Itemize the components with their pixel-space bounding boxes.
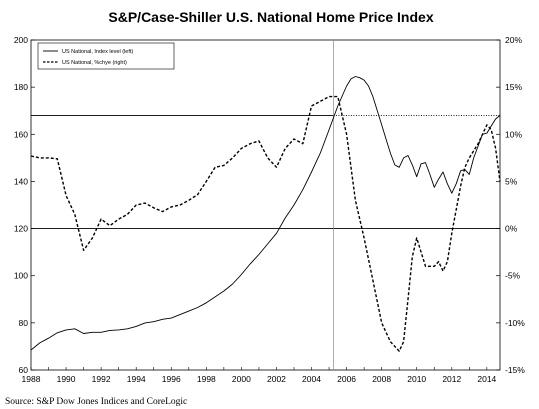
axes-group: 60 80 100 120 140 160 180 200 -15% -10% -5% 0% 5% 10%… (14, 35, 525, 384)
y-left-tick-label: 200 (14, 35, 28, 45)
x-tick-label: 2002 (267, 374, 286, 384)
legend: US National, Index level (left) US Natio… (37, 42, 175, 70)
y-left-tick-label: 120 (14, 224, 28, 234)
x-tick-label: 2006 (337, 374, 356, 384)
y-left-tick-label: 80 (19, 318, 29, 328)
reference-lines (31, 40, 500, 370)
x-tick-label: 1992 (92, 374, 111, 384)
x-tick-label: 2010 (407, 374, 426, 384)
x-tick-label: 2000 (232, 374, 251, 384)
plot-area (30, 39, 501, 371)
y-left-tick-label: 100 (14, 271, 28, 281)
y-right-tick-label: 15% (505, 82, 522, 92)
y-left-tick-label: 180 (14, 82, 28, 92)
y-right-tick-label: -5% (505, 271, 521, 281)
x-tick-label: 1994 (127, 374, 146, 384)
x-tick-label: 2012 (442, 374, 461, 384)
y-left-tick-label: 60 (19, 365, 29, 375)
x-tick-label: 1990 (57, 374, 76, 384)
legend-box (37, 42, 175, 70)
y-left-tick-label: 140 (14, 176, 28, 186)
x-tick-label: 2014 (477, 374, 496, 384)
y-right-tick-label: -15% (505, 365, 525, 375)
chart-source: Source: S&P Dow Jones Indices and CoreLo… (5, 397, 187, 407)
y-left-tick-label: 160 (14, 129, 28, 139)
x-tick-label: 1998 (197, 374, 216, 384)
series-pct-change-line (30, 95, 501, 352)
y-right-tick-label: -10% (505, 318, 525, 328)
legend-label-pct: US National, %chye (right) (62, 60, 127, 66)
y-right-tick-label: 20% (505, 35, 522, 45)
y-right-tick-label: 0% (505, 224, 518, 234)
series-index-level-line (30, 76, 501, 351)
x-tick-label: 2008 (372, 374, 391, 384)
series-group (30, 76, 501, 352)
x-tick-label: 2004 (302, 374, 321, 384)
x-tick-label: 1988 (22, 374, 41, 384)
legend-label-index: US National, Index level (left) (62, 49, 133, 55)
x-tick-label: 1996 (162, 374, 181, 384)
chart-title: S&P/Case-Shiller U.S. National Home Pric… (108, 9, 433, 25)
y-right-tick-label: 5% (505, 176, 518, 186)
y-right-tick-label: 10% (505, 129, 522, 139)
